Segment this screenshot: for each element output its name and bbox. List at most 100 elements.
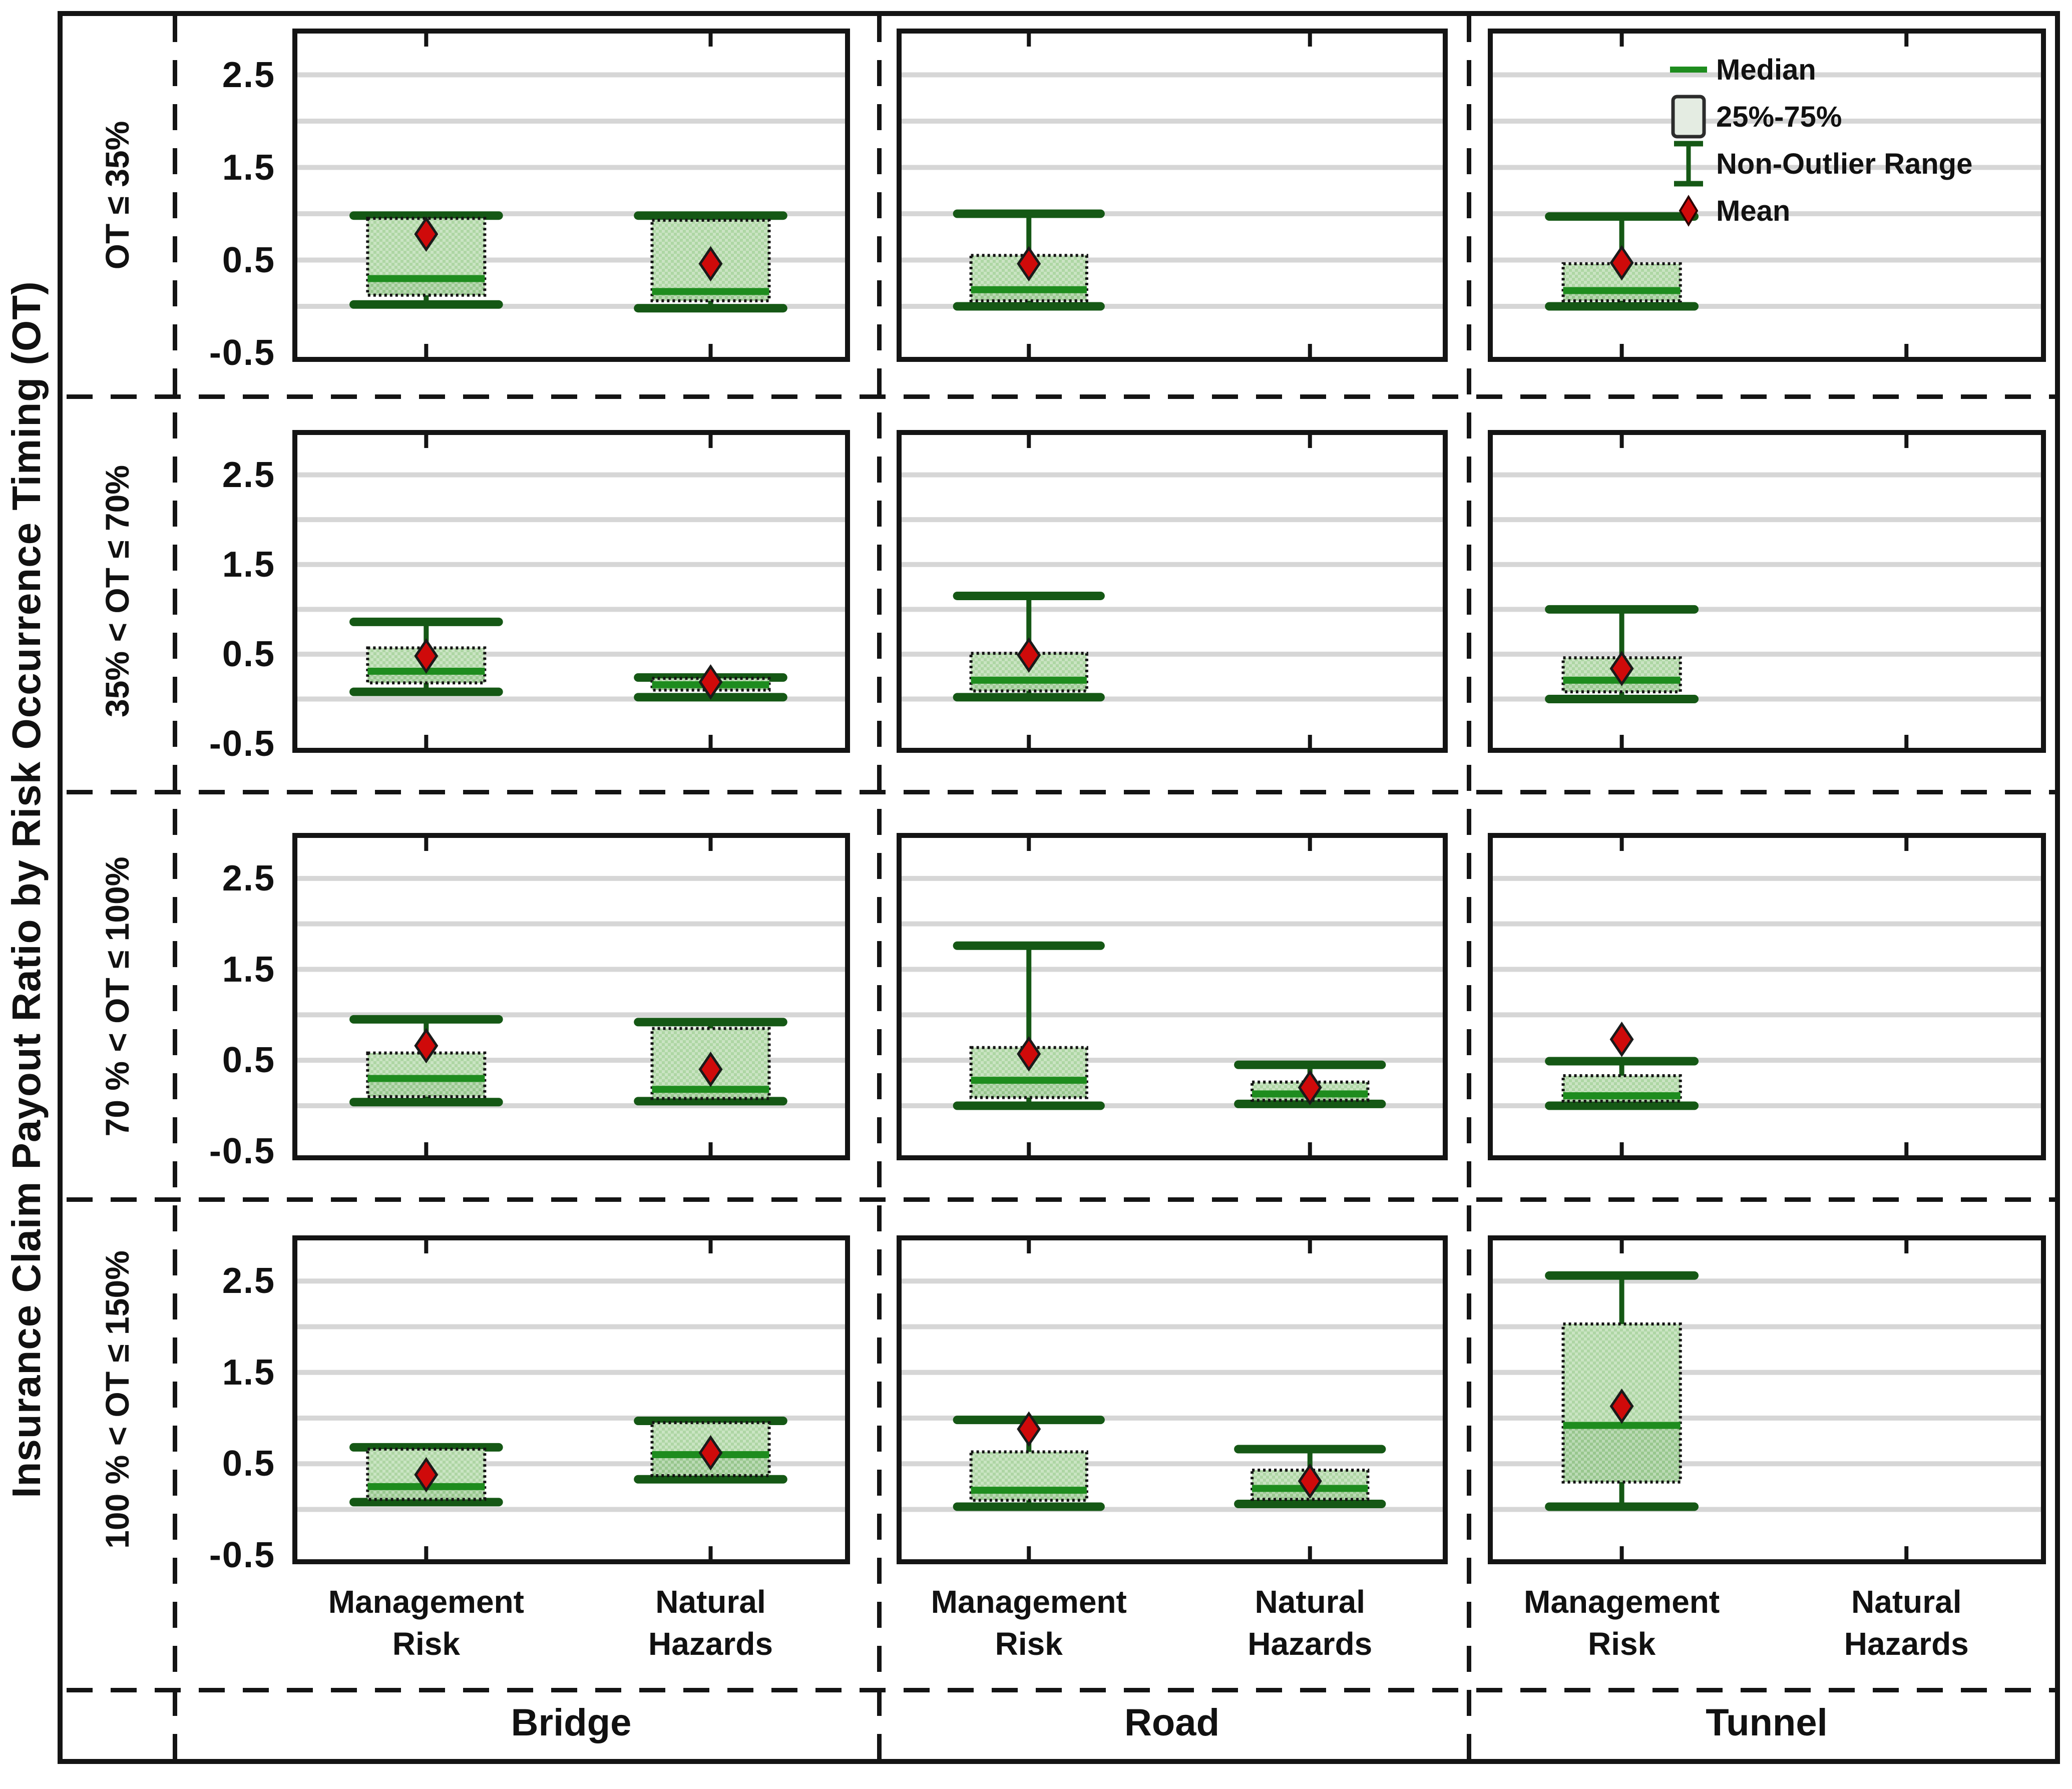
box-natural-hazards — [634, 1416, 787, 1484]
column-label-road: Road — [1124, 1701, 1219, 1744]
iqr-box-border — [366, 1051, 487, 1098]
y-axis-title: Insurance Claim Payout Ratio by Risk Occ… — [4, 281, 49, 1498]
box-natural-hazards — [634, 211, 787, 313]
panel-tunnel-row1 — [1488, 430, 2046, 753]
y-tick-label-row0: 2.5 — [222, 55, 275, 95]
panel-bridge-row3 — [292, 1235, 850, 1564]
column-label-tunnel: Tunnel — [1706, 1701, 1828, 1744]
box-natural-hazards — [634, 664, 787, 702]
legend-item-median: Median — [1661, 46, 2051, 93]
panel-frame — [1488, 1235, 2046, 1564]
panel-frame — [292, 430, 850, 753]
y-tick-label-row2: 0.5 — [222, 1040, 275, 1081]
panel-frame — [1488, 833, 2046, 1160]
panel-frame — [1488, 430, 2046, 753]
legend-label-range: Non-Outlier Range — [1716, 147, 1973, 180]
category-label-management-risk: Management Risk — [1524, 1584, 1720, 1662]
panel-frame — [1488, 29, 2046, 362]
iqr-box-border — [366, 217, 487, 297]
iqr-box-border — [1251, 1469, 1370, 1501]
mean-diamond — [1298, 1070, 1322, 1106]
box-natural-hazards — [1234, 1060, 1386, 1108]
category-label-management-risk: Management Risk — [931, 1584, 1127, 1662]
iqr-box-legend-icon — [1661, 94, 1716, 140]
column-separator-bridge-road — [877, 16, 882, 1759]
iqr-box-border — [1561, 656, 1682, 694]
mean-diamond — [698, 664, 723, 700]
y-tick-label-row3: 0.5 — [222, 1444, 275, 1484]
category-label-natural-hazards: Natural Hazards — [1248, 1584, 1373, 1662]
box-management-risk — [1545, 1021, 1699, 1110]
column-label-bridge: Bridge — [511, 1701, 632, 1744]
y-tick-label-row2: 1.5 — [222, 949, 275, 990]
mean-diamond — [1609, 651, 1634, 687]
box-management-risk — [953, 941, 1105, 1110]
iqr-box-border — [969, 254, 1088, 302]
y-tick-label-row1: 0.5 — [222, 634, 275, 674]
box-management-risk — [349, 1443, 503, 1507]
panel-frame — [897, 833, 1448, 1160]
median-legend-icon — [1661, 65, 1716, 75]
legend-label-median: Median — [1716, 53, 1816, 86]
box-management-risk — [1545, 212, 1699, 311]
box-management-risk — [953, 209, 1105, 311]
category-label-management-risk: Management Risk — [328, 1584, 524, 1662]
mean-diamond — [414, 638, 439, 674]
mean-diamond — [1017, 1036, 1041, 1072]
panel-frame — [897, 430, 1448, 753]
mean-diamond — [1017, 246, 1041, 282]
mean-diamond — [698, 1051, 723, 1087]
panel-frame — [897, 1235, 1448, 1564]
panel-frame — [292, 833, 850, 1160]
row-separator-3 — [67, 1197, 2056, 1202]
mean-diamond — [1017, 637, 1041, 673]
box-management-risk — [953, 1411, 1105, 1511]
y-tick-label-row2: -0.5 — [209, 1131, 275, 1171]
mean-diamond — [1609, 245, 1634, 281]
y-tick-label-row1: -0.5 — [209, 724, 275, 764]
box-natural-hazards — [1234, 1445, 1386, 1509]
whisker-range-legend-icon — [1661, 139, 1716, 189]
panel-bridge-row0 — [292, 29, 850, 362]
y-tick-label-row3: 2.5 — [222, 1261, 275, 1301]
iqr-box-border — [366, 1448, 487, 1501]
mean-diamond — [414, 216, 439, 252]
y-tick-label-row3: -0.5 — [209, 1535, 275, 1575]
panel-frame — [897, 29, 1448, 362]
legend: Median 25%-75% Non-Outlier Range Mean — [1661, 46, 2051, 234]
row-separator-1 — [67, 394, 2056, 399]
bottom-separator — [67, 1688, 2056, 1692]
panel-tunnel-row2 — [1488, 833, 2046, 1160]
box-management-risk — [349, 211, 503, 309]
row-separator-2 — [67, 790, 2056, 794]
panel-tunnel-row3 — [1488, 1235, 2046, 1564]
panel-bridge-row2 — [292, 833, 850, 1160]
panel-frame — [292, 29, 850, 362]
mean-diamond — [1609, 1021, 1634, 1057]
mean-diamond — [1298, 1463, 1322, 1499]
box-management-risk — [349, 617, 503, 696]
legend-item-iqr-box: 25%-75% — [1661, 93, 2051, 140]
mean-diamond — [698, 246, 723, 282]
y-tick-label-row0: 1.5 — [222, 147, 275, 188]
box-management-risk — [1545, 1271, 1699, 1511]
box-management-risk — [349, 1015, 503, 1107]
mean-diamond — [414, 1457, 439, 1493]
y-tick-label-row0: 0.5 — [222, 240, 275, 280]
legend-label-mean: Mean — [1716, 194, 1791, 227]
mean-diamond — [698, 1435, 723, 1471]
figure-border — [58, 11, 2060, 1764]
panel-tunnel-row0 — [1488, 29, 2046, 362]
y-tick-label-row2: 2.5 — [222, 858, 275, 899]
box-natural-hazards — [634, 1018, 787, 1106]
category-label-natural-hazards: Natural Hazards — [1844, 1584, 1969, 1662]
iqr-box-border — [650, 1421, 771, 1477]
row-label-separator-line — [173, 16, 177, 1759]
iqr-box-border — [969, 652, 1088, 693]
legend-item-non-outlier-range: Non-Outlier Range — [1661, 140, 2051, 187]
panel-road-row3 — [897, 1235, 1448, 1564]
mean-diamond — [1609, 1388, 1634, 1424]
y-tick-label-row3: 1.5 — [222, 1352, 275, 1393]
column-separator-road-tunnel — [1467, 16, 1471, 1759]
